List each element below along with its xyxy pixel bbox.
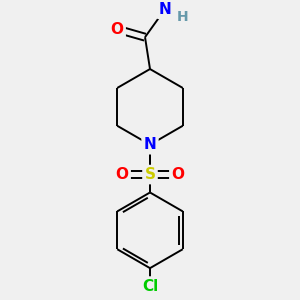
Text: O: O (111, 22, 124, 37)
Text: N: N (159, 2, 171, 17)
Text: S: S (145, 167, 155, 182)
Text: N: N (144, 137, 156, 152)
Text: O: O (116, 167, 129, 182)
Text: Cl: Cl (142, 279, 158, 294)
Text: O: O (171, 167, 184, 182)
Text: H: H (177, 10, 189, 24)
